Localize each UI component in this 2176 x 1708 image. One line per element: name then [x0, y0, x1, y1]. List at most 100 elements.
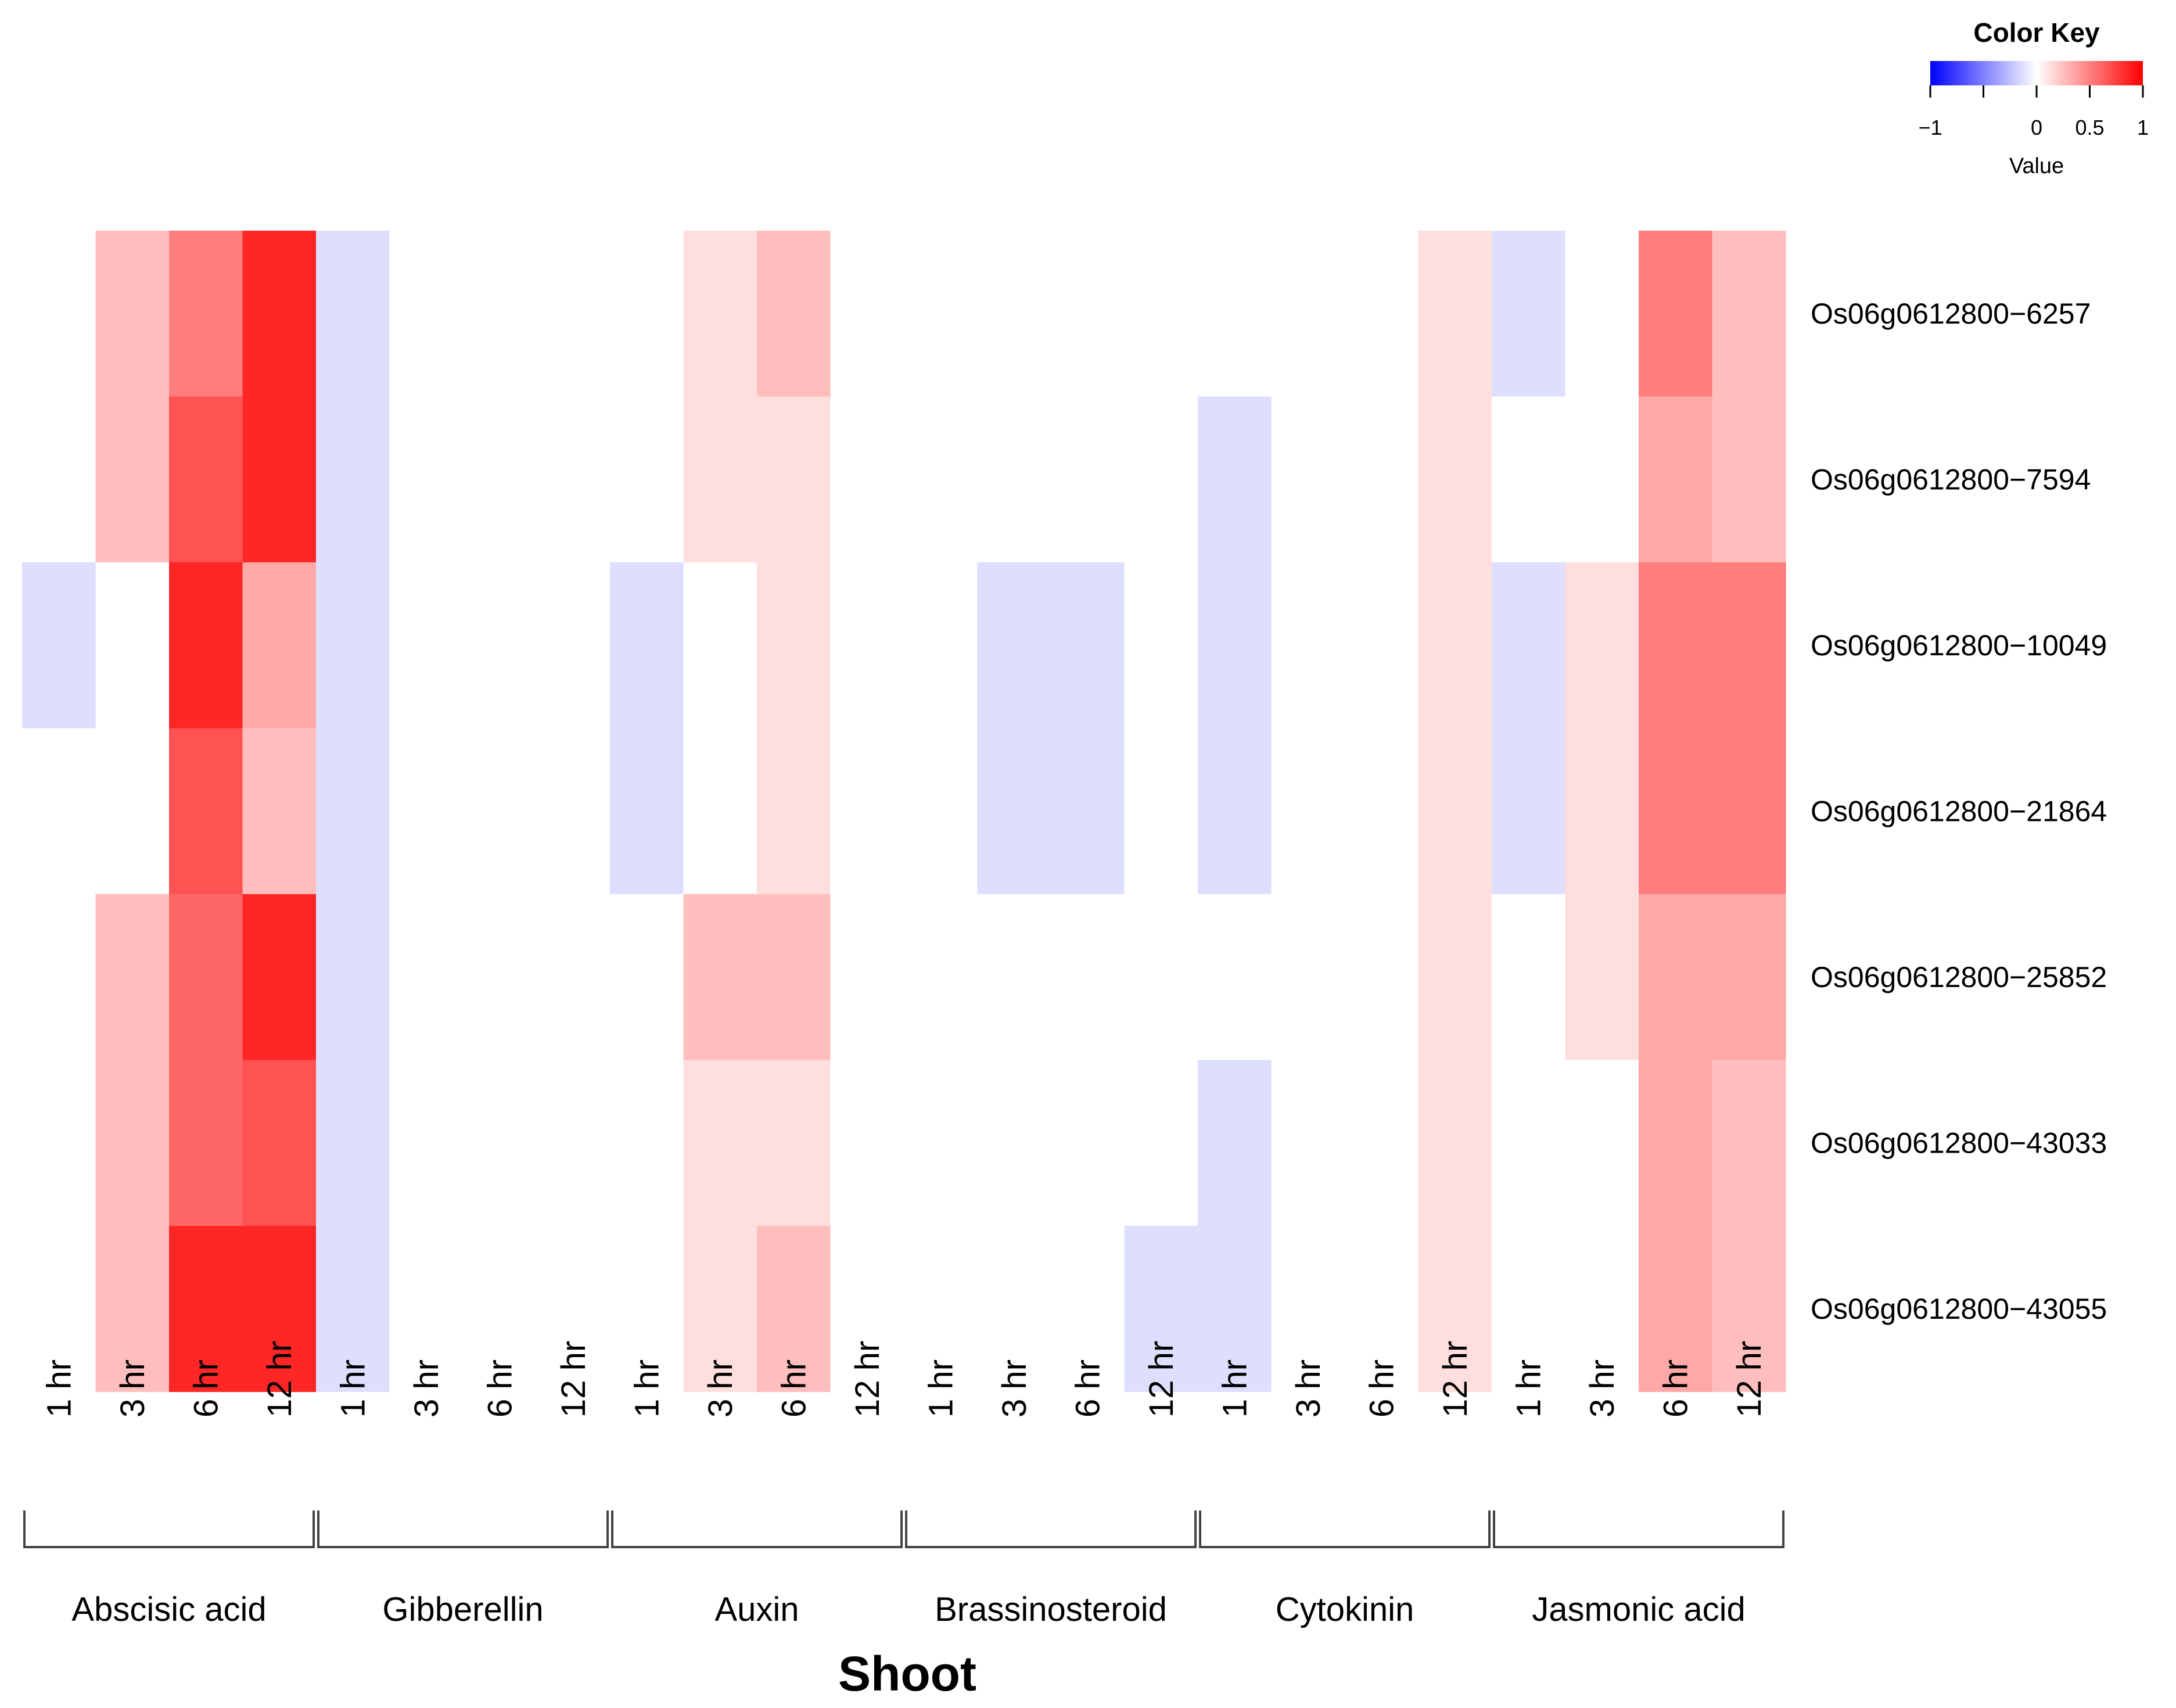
- column-label: 3 hr: [702, 1359, 739, 1418]
- heatmap-cell: [757, 728, 831, 895]
- heatmap-cell: [95, 728, 170, 895]
- heatmap-cell: [757, 396, 831, 563]
- heatmap-cells: [22, 231, 1786, 1393]
- heatmap-cell: [610, 1226, 684, 1393]
- heatmap-cell: [1124, 231, 1198, 397]
- heatmap-cell: [610, 1060, 684, 1226]
- heatmap-cell: [389, 231, 464, 397]
- heatmap-cell: [1345, 231, 1419, 397]
- heatmap-cell: [169, 562, 243, 729]
- heatmap-cell: [683, 1060, 757, 1226]
- row-label: Os06g0612800−10049: [1811, 629, 2107, 662]
- column-label: 1 hr: [40, 1359, 78, 1418]
- heatmap-cell: [389, 894, 464, 1061]
- column-label: 1 hr: [922, 1359, 960, 1418]
- heatmap-cell: [830, 231, 904, 397]
- heatmap-cell: [242, 396, 317, 563]
- row-label: Os06g0612800−7594: [1811, 463, 2091, 496]
- column-label: 12 hr: [261, 1341, 299, 1418]
- column-label: 1 hr: [1216, 1359, 1254, 1418]
- column-label: 3 hr: [408, 1359, 446, 1418]
- heatmap-cell: [463, 728, 537, 895]
- heatmap-cell: [610, 396, 684, 563]
- heatmap-cell: [1565, 396, 1639, 563]
- heatmap-cell: [1492, 894, 1566, 1061]
- heatmap-cell: [1198, 562, 1272, 729]
- color-key-tick-label: 0: [2031, 116, 2042, 139]
- heatmap-cell: [1345, 396, 1419, 563]
- heatmap-cell: [1418, 231, 1492, 397]
- heatmap-cell: [1639, 728, 1713, 895]
- heatmap-cell: [683, 1226, 757, 1393]
- heatmap-cell: [463, 562, 537, 729]
- heatmap-cell: [1492, 396, 1566, 563]
- column-label: 6 hr: [775, 1359, 813, 1418]
- heatmap-cell: [977, 728, 1051, 895]
- heatmap-cell: [389, 1060, 464, 1226]
- heatmap-cell: [1271, 894, 1345, 1061]
- column-label: 12 hr: [1437, 1341, 1474, 1418]
- heatmap-cell: [316, 396, 390, 563]
- column-label: 3 hr: [1290, 1359, 1327, 1418]
- heatmap-cell: [1418, 728, 1492, 895]
- color-key-gradient: [1930, 61, 2143, 85]
- heatmap-cell: [977, 231, 1051, 397]
- heatmap-cell: [242, 562, 317, 729]
- heatmap-cell: [1712, 894, 1786, 1061]
- heatmap-cell: [1639, 1226, 1713, 1393]
- heatmap-cell: [1051, 728, 1125, 895]
- heatmap-cell: [22, 894, 96, 1061]
- heatmap-cell: [1639, 562, 1713, 729]
- heatmap-cell: [1418, 1060, 1492, 1226]
- heatmap-cell: [683, 231, 757, 397]
- heatmap-cell: [242, 894, 317, 1061]
- heatmap-cell: [22, 231, 96, 397]
- heatmap-cell: [242, 1226, 317, 1393]
- color-key-xlabel: Value: [2009, 154, 2064, 178]
- heatmap-cell: [1198, 1226, 1272, 1393]
- heatmap-cell: [536, 231, 611, 397]
- heatmap-cell: [830, 894, 904, 1061]
- heatmap-cell: [1271, 1226, 1345, 1393]
- heatmap-cell: [610, 231, 684, 397]
- heatmap-cell: [389, 396, 464, 563]
- heatmap-cell: [316, 231, 390, 397]
- heatmap-cell: [1639, 396, 1713, 563]
- heatmap-cell: [1124, 728, 1198, 895]
- heatmap-cell: [1271, 231, 1345, 397]
- heatmap-cell: [830, 1226, 904, 1393]
- heatmap-cell: [1051, 894, 1125, 1061]
- group-label: Abscisic acid: [71, 1591, 266, 1628]
- color-key-tick-label: −1: [1918, 116, 1942, 139]
- heatmap-cell: [830, 728, 904, 895]
- heatmap-cell: [1198, 894, 1272, 1061]
- heatmap-cell: [22, 728, 96, 895]
- row-labels: Os06g0612800−6257 Os06g0612800−7594 Os06g0…: [1811, 297, 2107, 1325]
- heatmap-cell: [536, 728, 611, 895]
- heatmap-cell: [1565, 728, 1639, 895]
- heatmap-cell: [536, 1226, 611, 1393]
- heatmap-cell: [22, 1060, 96, 1226]
- heatmap-cell: [904, 396, 978, 563]
- column-label: 12 hr: [1143, 1341, 1180, 1418]
- heatmap-cell: [242, 231, 317, 397]
- heatmap-cell: [683, 562, 757, 729]
- heatmap-cell: [169, 894, 243, 1061]
- heatmap-cell: [95, 1060, 170, 1226]
- heatmap-cell: [1051, 231, 1125, 397]
- color-key-tick-label: 0.5: [2075, 116, 2104, 139]
- heatmap-cell: [1124, 894, 1198, 1061]
- heatmap-cell: [977, 894, 1051, 1061]
- heatmap-cell: [1418, 1226, 1492, 1393]
- heatmap-cell: [757, 231, 831, 397]
- heatmap-cell: [1418, 562, 1492, 729]
- column-label: 12 hr: [1730, 1341, 1768, 1418]
- heatmap-cell: [1712, 1226, 1786, 1393]
- heatmap-cell: [830, 562, 904, 729]
- heatmap-cell: [1565, 894, 1639, 1061]
- heatmap-cell: [977, 1226, 1051, 1393]
- heatmap-cell: [1198, 728, 1272, 895]
- color-key-tick-label: 1: [2137, 116, 2149, 139]
- heatmap-cell: [1492, 562, 1566, 729]
- heatmap-cell: [1639, 231, 1713, 397]
